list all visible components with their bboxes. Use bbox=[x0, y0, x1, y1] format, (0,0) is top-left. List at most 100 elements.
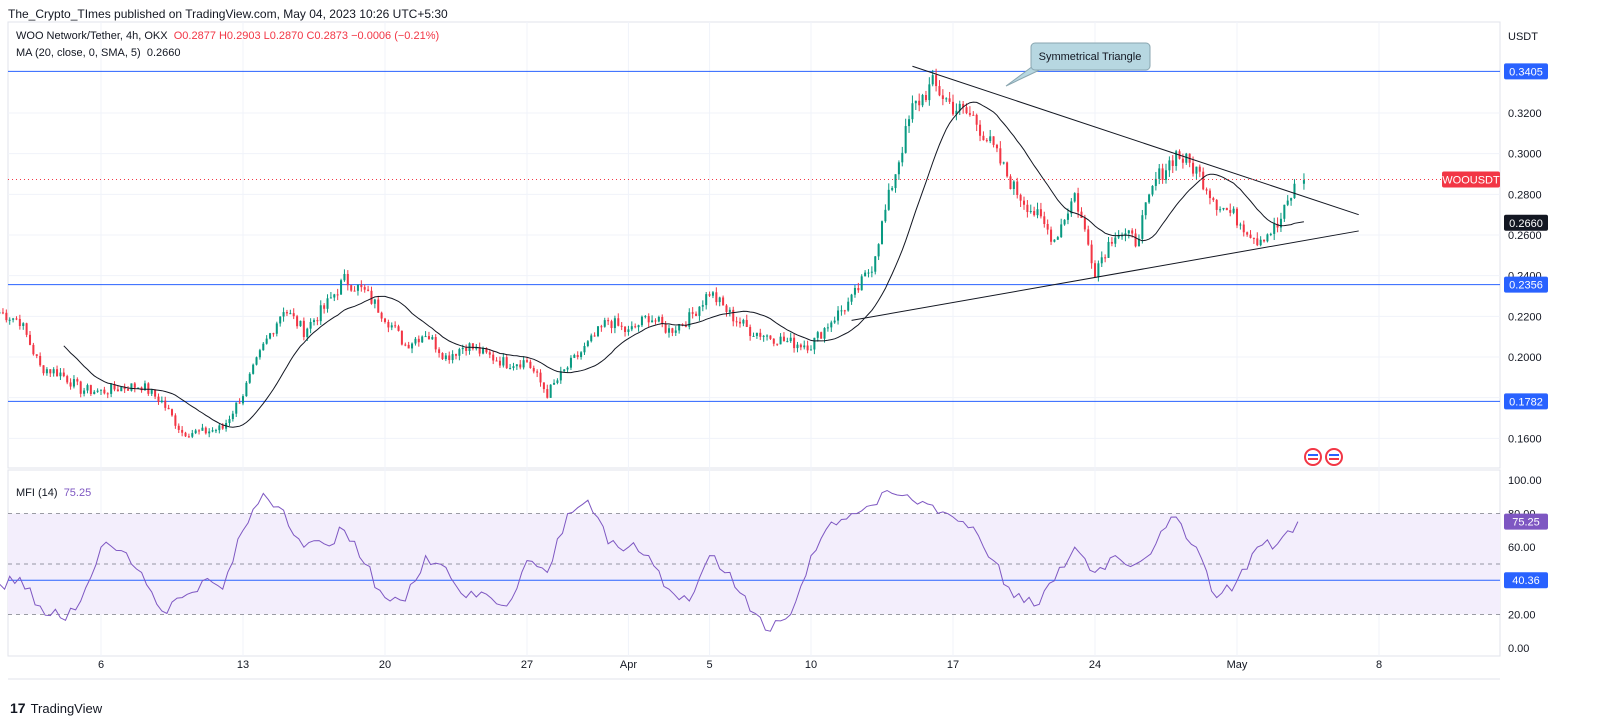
price-axis-label: 0.3200 bbox=[1508, 108, 1542, 120]
candle-body bbox=[1283, 204, 1286, 219]
candle-body bbox=[127, 389, 130, 391]
candle-body bbox=[593, 335, 596, 337]
candle-body bbox=[556, 380, 559, 383]
candle-body bbox=[35, 354, 38, 356]
candle-body bbox=[160, 400, 163, 402]
candle-body bbox=[1016, 181, 1019, 195]
candle-body bbox=[269, 333, 272, 339]
candle-body bbox=[1053, 239, 1056, 242]
candle-body bbox=[282, 312, 285, 317]
candle-body bbox=[738, 321, 742, 324]
candle-body bbox=[79, 381, 82, 394]
candle-body bbox=[958, 103, 961, 111]
candle-body bbox=[891, 188, 894, 190]
candle-body bbox=[583, 346, 586, 353]
candle-body bbox=[563, 369, 566, 372]
candle-body bbox=[590, 335, 593, 342]
candle-body bbox=[353, 290, 356, 292]
symbol-name[interactable]: WOO Network/Tether, 4h, OKX bbox=[16, 30, 168, 42]
candle-body bbox=[732, 309, 735, 322]
candle-body bbox=[370, 290, 373, 304]
candle-body bbox=[255, 357, 258, 365]
candle-body bbox=[1290, 198, 1293, 201]
candle-body bbox=[1175, 151, 1178, 167]
candle-body bbox=[1246, 232, 1249, 235]
candle-body bbox=[711, 292, 714, 296]
key-level-value: 0.3405 bbox=[1509, 66, 1543, 78]
candle-body bbox=[1110, 241, 1113, 244]
publisher-header: The_Crypto_TImes published on TradingVie… bbox=[8, 7, 448, 21]
candle-body bbox=[667, 328, 671, 333]
candle-body bbox=[1192, 162, 1195, 174]
candle-body bbox=[826, 327, 829, 329]
candle-body bbox=[417, 338, 420, 343]
candle-body bbox=[1202, 171, 1205, 190]
candle-body bbox=[0, 312, 1, 314]
candle-body bbox=[718, 297, 721, 303]
candle-body bbox=[204, 427, 207, 434]
candle-body bbox=[248, 373, 251, 383]
candle-body bbox=[383, 318, 387, 322]
candle-body bbox=[502, 357, 505, 366]
candle-body bbox=[671, 328, 674, 333]
candle-body bbox=[482, 347, 485, 354]
candle-body bbox=[1073, 193, 1076, 202]
candle-body bbox=[1239, 224, 1242, 226]
time-axis-label: 17 bbox=[947, 659, 959, 671]
candle-body bbox=[1127, 230, 1130, 234]
candle-body bbox=[309, 321, 312, 329]
candle-body bbox=[343, 273, 346, 281]
candle-body bbox=[684, 324, 687, 327]
candle-body bbox=[1100, 257, 1103, 264]
trendline-lower[interactable] bbox=[851, 230, 1359, 321]
event-flag-icon[interactable] bbox=[1304, 448, 1322, 466]
candle-body bbox=[1151, 185, 1154, 195]
candle-body bbox=[184, 432, 187, 437]
candle-body bbox=[948, 98, 951, 102]
mfi-level-value: 40.36 bbox=[1512, 575, 1540, 587]
candle-body bbox=[451, 354, 454, 361]
candle-body bbox=[640, 316, 643, 326]
candle-body bbox=[1083, 217, 1086, 230]
trendline-upper[interactable] bbox=[912, 65, 1359, 216]
candle-body bbox=[167, 407, 170, 410]
candle-body bbox=[742, 319, 745, 324]
candle-body bbox=[749, 326, 752, 336]
candle-body bbox=[884, 209, 887, 222]
candle-body bbox=[995, 144, 998, 149]
candle-body bbox=[1036, 209, 1039, 216]
candle-body bbox=[228, 419, 231, 424]
candle-body bbox=[275, 323, 278, 334]
candle-body bbox=[454, 354, 458, 356]
callout-box[interactable] bbox=[1030, 42, 1151, 71]
ma-label[interactable]: MA (20, close, 0, SMA, 5) bbox=[16, 47, 141, 59]
candle-body bbox=[505, 357, 508, 369]
candle-body bbox=[400, 330, 403, 345]
candle-body bbox=[154, 389, 157, 397]
candle-body bbox=[945, 98, 948, 100]
candle-body bbox=[191, 433, 194, 437]
candle-body bbox=[874, 256, 877, 272]
candle-body bbox=[1117, 235, 1120, 238]
candle-body bbox=[1263, 239, 1266, 242]
mfi-label[interactable]: MFI (14) bbox=[16, 487, 58, 499]
candle-body bbox=[1022, 200, 1026, 205]
candle-body bbox=[549, 384, 552, 398]
candle-body bbox=[1056, 237, 1059, 240]
candle-body bbox=[624, 326, 627, 332]
event-flag-icon[interactable] bbox=[1325, 448, 1343, 466]
candle-body bbox=[1046, 224, 1049, 230]
candle-body bbox=[637, 325, 640, 328]
price-axis-label: 0.3000 bbox=[1508, 149, 1542, 161]
mfi-value: 75.25 bbox=[63, 487, 92, 499]
candle-body bbox=[292, 313, 295, 317]
candle-body bbox=[870, 271, 873, 273]
candle-body bbox=[542, 382, 545, 390]
candle-body bbox=[1019, 194, 1022, 201]
candle-body bbox=[485, 347, 488, 353]
candle-body bbox=[356, 284, 359, 291]
candle-body bbox=[333, 294, 336, 298]
mfi-axis-label: 60.00 bbox=[1508, 542, 1536, 554]
ma-legend: MA (20, close, 0, SMA, 5) 0.2660 bbox=[16, 47, 181, 59]
